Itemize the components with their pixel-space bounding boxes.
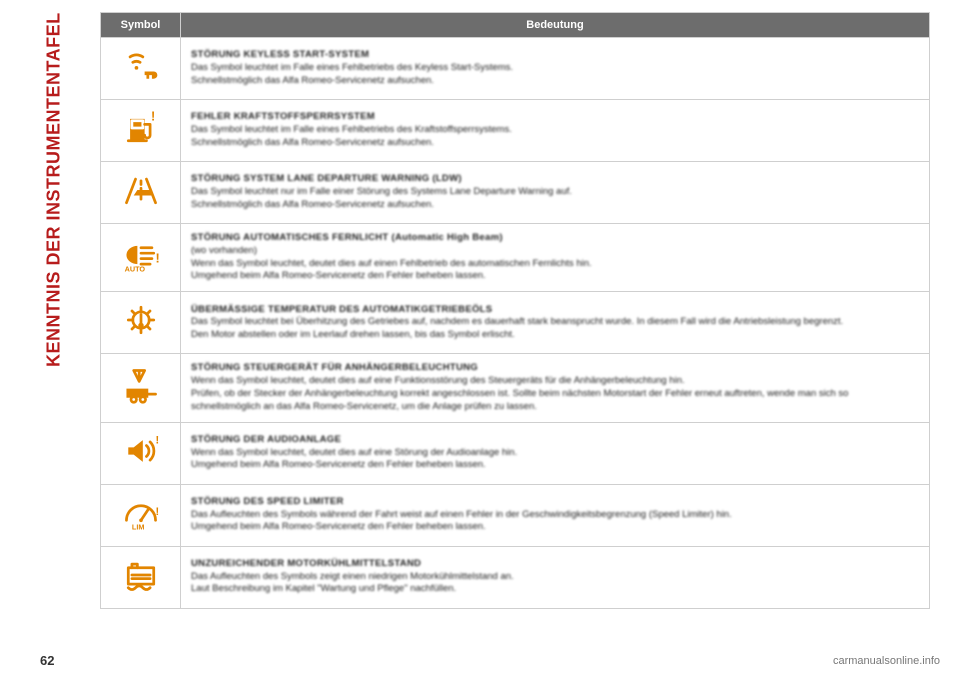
table-row: AUTO! STÖRUNG AUTOMATISCHES FERNLICHT (Au… xyxy=(101,224,930,292)
fuel-lock-icon: ! xyxy=(101,100,181,162)
row-body-line: Umgehend beim Alfa Romeo-Servicenetz den… xyxy=(191,270,919,283)
col-header-symbol: Symbol xyxy=(101,13,181,38)
keyless-icon xyxy=(101,38,181,100)
meaning-cell: STÖRUNG SYSTEM LANE DEPARTURE WARNING (L… xyxy=(181,162,930,224)
row-body-line: Den Motor abstellen oder im Leerlauf dre… xyxy=(191,329,919,342)
row-body-line: Das Aufleuchten des Symbols während der … xyxy=(191,509,919,522)
coolant-low-icon xyxy=(101,546,181,608)
lane-depart-icon xyxy=(101,162,181,224)
table-row: LIM!STÖRUNG DES SPEED LIMITERDas Aufleuc… xyxy=(101,484,930,546)
row-title: UNZUREICHENDER MOTORKÜHLMITTELSTAND xyxy=(191,558,919,571)
meaning-cell: UNZUREICHENDER MOTORKÜHLMITTELSTANDDas A… xyxy=(181,546,930,608)
svg-text:!: ! xyxy=(155,505,159,517)
svg-text:!: ! xyxy=(155,434,159,446)
row-body-line: (wo vorhanden) xyxy=(191,245,919,258)
row-body-line: Das Symbol leuchtet nur im Falle einer S… xyxy=(191,186,919,199)
row-body-line: Umgehend beim Alfa Romeo-Servicenetz den… xyxy=(191,521,919,534)
meaning-cell: STÖRUNG AUTOMATISCHES FERNLICHT (Automat… xyxy=(181,224,930,292)
svg-text:!: ! xyxy=(151,109,155,124)
meaning-cell: ÜBERMÄSSIGE TEMPERATUR DES AUTOMATIKGETR… xyxy=(181,292,930,354)
page-number: 62 xyxy=(40,653,54,668)
symbol-meaning-table-wrap: Symbol Bedeutung STÖRUNG KEYLESS START-S… xyxy=(100,12,930,609)
symbol-meaning-table: Symbol Bedeutung STÖRUNG KEYLESS START-S… xyxy=(100,12,930,609)
row-body-line: Schnellstmöglich das Alfa Romeo-Servicen… xyxy=(191,137,919,150)
table-row: ! STÖRUNG DER AUDIOANLAGEWenn das Symbol … xyxy=(101,422,930,484)
table-row: ! FEHLER KRAFTSTOFFSPERRSYSTEMDas Symbol … xyxy=(101,100,930,162)
table-row: STÖRUNG STEUERGERÄT FÜR ANHÄNGERBELEUCHT… xyxy=(101,354,930,422)
high-beam-auto-icon: AUTO! xyxy=(101,224,181,292)
row-title: STÖRUNG STEUERGERÄT FÜR ANHÄNGERBELEUCHT… xyxy=(191,362,919,375)
row-body-line: Das Symbol leuchtet bei Überhitzung des … xyxy=(191,316,919,329)
row-title: STÖRUNG SYSTEM LANE DEPARTURE WARNING (L… xyxy=(191,173,919,186)
row-body-line: Das Symbol leuchtet im Falle eines Fehlb… xyxy=(191,124,919,137)
row-body-line: Das Aufleuchten des Symbols zeigt einen … xyxy=(191,571,919,584)
row-body-line: Laut Beschreibung im Kapitel "Wartung un… xyxy=(191,583,919,596)
row-body-line: Schnellstmöglich das Alfa Romeo-Servicen… xyxy=(191,199,919,212)
table-row: STÖRUNG SYSTEM LANE DEPARTURE WARNING (L… xyxy=(101,162,930,224)
row-body-line: Wenn das Symbol leuchtet, deutet dies au… xyxy=(191,258,919,271)
col-header-meaning: Bedeutung xyxy=(181,13,930,38)
row-body-line: Wenn das Symbol leuchtet, deutet dies au… xyxy=(191,447,919,460)
row-body-line: Schnellstmöglich das Alfa Romeo-Servicen… xyxy=(191,75,919,88)
row-title: FEHLER KRAFTSTOFFSPERRSYSTEM xyxy=(191,111,919,124)
table-row: UNZUREICHENDER MOTORKÜHLMITTELSTANDDas A… xyxy=(101,546,930,608)
audio-icon: ! xyxy=(101,422,181,484)
svg-text:AUTO: AUTO xyxy=(124,264,145,273)
trailer-light-icon xyxy=(101,354,181,422)
svg-text:!: ! xyxy=(155,250,159,265)
row-title: STÖRUNG DER AUDIOANLAGE xyxy=(191,434,919,447)
row-body-line: Wenn das Symbol leuchtet, deutet dies au… xyxy=(191,375,919,388)
meaning-cell: STÖRUNG KEYLESS START-SYSTEMDas Symbol l… xyxy=(181,38,930,100)
speed-limiter-icon: LIM! xyxy=(101,484,181,546)
row-title: ÜBERMÄSSIGE TEMPERATUR DES AUTOMATIKGETR… xyxy=(191,304,919,317)
source-label: carmanualsonline.info xyxy=(833,655,940,667)
oil-temp-icon xyxy=(101,292,181,354)
table-row: ÜBERMÄSSIGE TEMPERATUR DES AUTOMATIKGETR… xyxy=(101,292,930,354)
row-body-line: Das Symbol leuchtet im Falle eines Fehlb… xyxy=(191,62,919,75)
row-title: STÖRUNG DES SPEED LIMITER xyxy=(191,496,919,509)
meaning-cell: FEHLER KRAFTSTOFFSPERRSYSTEMDas Symbol l… xyxy=(181,100,930,162)
meaning-cell: STÖRUNG DES SPEED LIMITERDas Aufleuchten… xyxy=(181,484,930,546)
svg-text:LIM: LIM xyxy=(131,522,144,531)
row-title: STÖRUNG KEYLESS START-SYSTEM xyxy=(191,49,919,62)
meaning-cell: STÖRUNG DER AUDIOANLAGEWenn das Symbol l… xyxy=(181,422,930,484)
row-title: STÖRUNG AUTOMATISCHES FERNLICHT (Automat… xyxy=(191,232,919,245)
row-body-line: Prüfen, ob der Stecker der Anhängerbeleu… xyxy=(191,388,919,414)
meaning-cell: STÖRUNG STEUERGERÄT FÜR ANHÄNGERBELEUCHT… xyxy=(181,354,930,422)
table-row: STÖRUNG KEYLESS START-SYSTEMDas Symbol l… xyxy=(101,38,930,100)
section-title-vertical: KENNTNIS DER INSTRUMENTENTAFEL xyxy=(42,12,66,652)
row-body-line: Umgehend beim Alfa Romeo-Servicenetz den… xyxy=(191,459,919,472)
